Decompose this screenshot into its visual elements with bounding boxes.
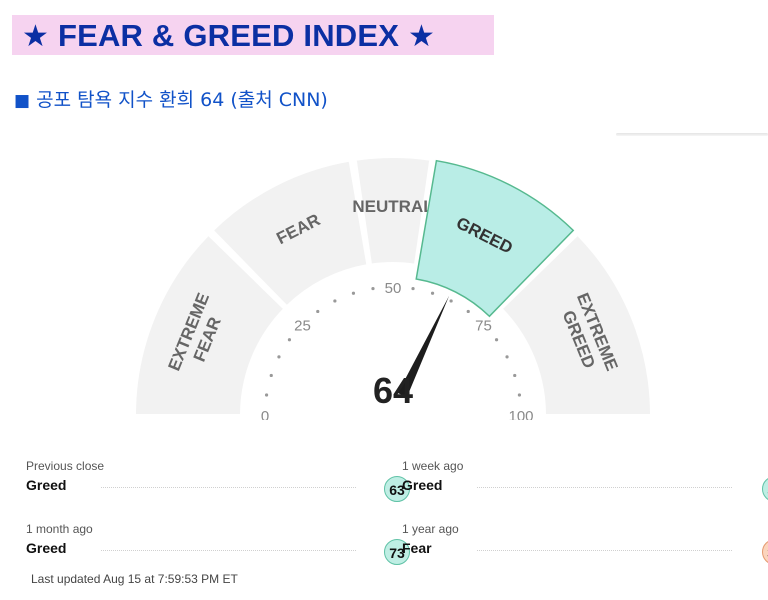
gauge-segment-extreme-greed	[500, 233, 653, 416]
gauge-tick-label: 25	[294, 317, 311, 334]
stat-label: 1 week ago	[402, 459, 464, 473]
gauge-segment-label: NEUTRAL	[352, 197, 433, 216]
dotted-leader	[477, 550, 732, 551]
last-updated: Last updated Aug 15 at 7:59:53 PM ET	[31, 572, 238, 586]
divider	[616, 133, 768, 136]
gauge-tick-dot	[411, 286, 415, 291]
page-banner: ★ FEAR & GREED INDEX ★	[12, 15, 494, 55]
gauge-segment-neutral	[354, 156, 432, 266]
gauge-tick-label: 75	[475, 317, 492, 334]
gauge-tick-dot	[287, 338, 292, 342]
stat-value: Greed	[26, 477, 67, 493]
square-bullet-icon: ■	[14, 91, 31, 111]
banner-title: FEAR & GREED INDEX	[57, 18, 400, 53]
gauge-tick-dot	[351, 291, 356, 295]
gauge-center-disc	[343, 367, 443, 420]
stat-value: Fear	[402, 540, 432, 556]
subtitle: ■ 공포 탐욕 지수 환희 64 (출처 CNN)	[14, 85, 328, 112]
gauge-segment-fear	[211, 159, 369, 308]
dotted-leader	[477, 487, 732, 488]
stat-label: 1 month ago	[26, 522, 93, 536]
gauge-value: 64	[373, 370, 413, 411]
score-badge: 73	[384, 539, 410, 565]
dotted-leader	[101, 550, 356, 551]
gauge-tick-dot	[430, 291, 435, 295]
subtitle-text: 공포 탐욕 지수 환희 64 (출처 CNN)	[36, 89, 328, 111]
gauge-tick-label: 100	[508, 408, 533, 420]
gauge-tick-label: 0	[261, 408, 269, 420]
fear-greed-gauge: EXTREMEFEARFEARNEUTRALGREEDEXTREMEGREED0…	[129, 140, 657, 420]
stat-label: Previous close	[26, 459, 105, 473]
stat-previous-close: Previous close Greed 63	[26, 459, 410, 503]
dotted-leader	[101, 487, 356, 488]
gauge-tick-dot	[269, 373, 273, 378]
gauge-tick-dot	[466, 309, 470, 314]
score-badge: 63	[384, 476, 410, 502]
gauge-tick-dot	[494, 338, 499, 342]
gauge-segment-greed	[415, 159, 575, 318]
star-icon: ★	[22, 20, 50, 53]
score-badge: 59	[762, 476, 768, 502]
gauge-needle	[397, 295, 450, 398]
gauge-tick-dot	[505, 355, 509, 359]
gauge-tick-dot	[517, 393, 522, 397]
gauge-segment-extreme-fear	[133, 233, 286, 416]
stat-value: Greed	[402, 477, 443, 493]
star-icon: ★	[407, 20, 436, 53]
stat-1-year-ago: 1 year ago Fear 32	[402, 522, 768, 566]
gauge-tick-dot	[264, 393, 269, 397]
gauge-tick-dot	[277, 355, 281, 359]
gauge-tick-dot	[449, 299, 453, 303]
score-badge: 32	[762, 539, 768, 565]
gauge-tick-label: 50	[385, 280, 402, 297]
stat-value: Greed	[26, 540, 67, 556]
stat-label: 1 year ago	[402, 522, 459, 536]
gauge-tick-dot	[513, 373, 517, 378]
gauge-tick-dot	[316, 309, 320, 314]
gauge-tick-dot	[371, 286, 375, 291]
stat-1-month-ago: 1 month ago Greed 73	[26, 522, 410, 566]
stat-1-week-ago: 1 week ago Greed 59	[402, 459, 768, 503]
gauge-tick-dot	[333, 299, 337, 303]
